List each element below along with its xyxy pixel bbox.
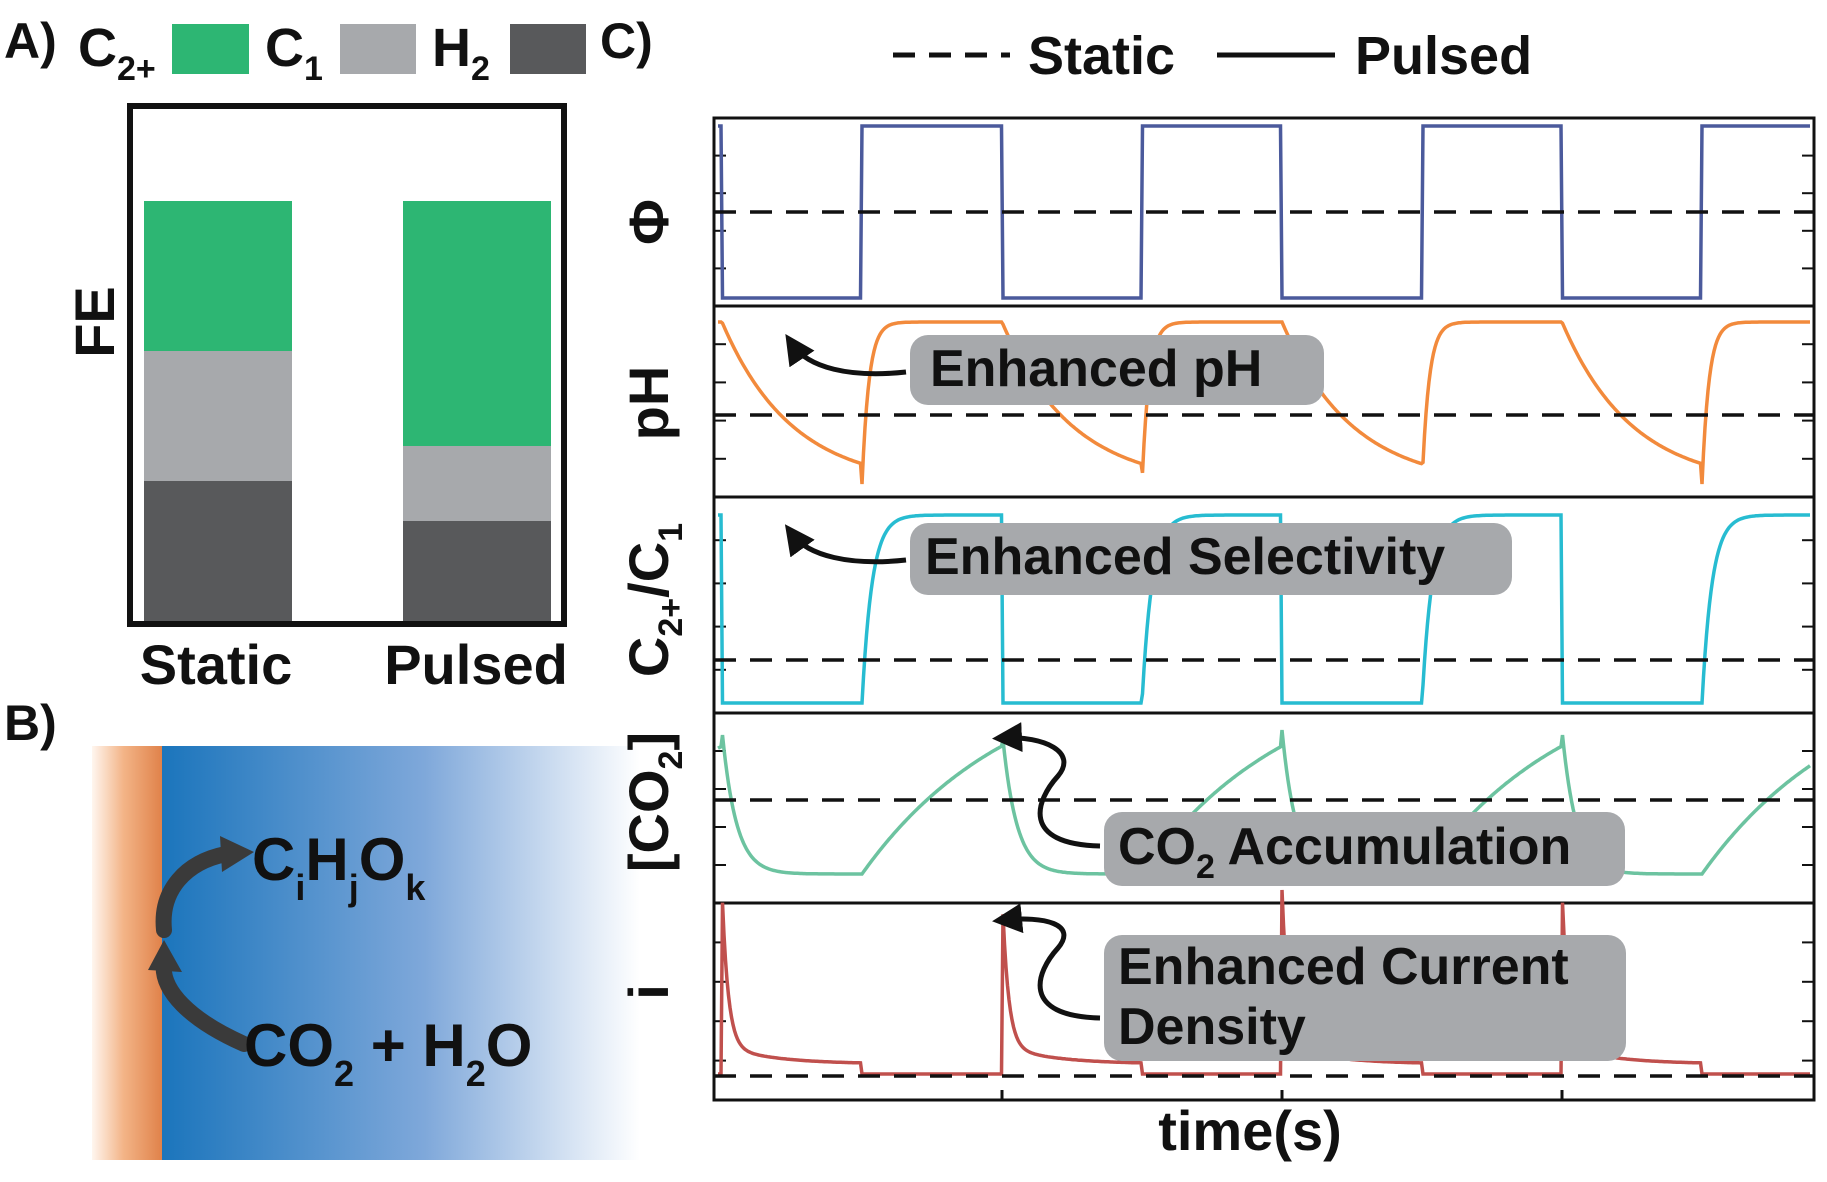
pulsed-trace-4 <box>717 729 1812 876</box>
legend-h2-swatch <box>510 24 586 74</box>
category-label-pulsed: Pulsed <box>384 633 568 696</box>
legend-pulsed-label: Pulsed <box>1355 26 1532 86</box>
callout-current-line1: Enhanced Current <box>1118 938 1569 996</box>
product-formula: CiHjOk <box>252 826 426 908</box>
callout-selectivity-text: Enhanced Selectivity <box>925 528 1445 586</box>
panel-c-label: C) <box>600 13 653 69</box>
callout-enhanced-current: Enhanced Current Density <box>992 903 1626 1061</box>
bar-pulsed-c1 <box>403 446 551 521</box>
callout-co2-box <box>1104 812 1625 886</box>
callout-co2-text: CO2 Accumulation <box>1118 818 1571 886</box>
callout-ph-arrow <box>785 334 907 377</box>
callout-enhanced-ph: Enhanced pH <box>785 334 1324 405</box>
electrode-surface <box>92 746 162 1160</box>
phi-axis-label: Φ <box>617 199 680 245</box>
bar-pulsed-h2 <box>403 521 551 621</box>
callout-current-line2: Density <box>1118 998 1306 1056</box>
legend-h2-label: H2 <box>432 18 490 88</box>
reaction-arrow-up-curve <box>155 954 252 1052</box>
ph-axis-label: pH <box>617 366 680 441</box>
selectivity-axis-label: C2+/C1 <box>617 523 690 677</box>
electrolyte-region <box>162 746 640 1160</box>
bar-static-c2plus <box>144 201 292 351</box>
legend-static-label: Static <box>1028 26 1175 86</box>
panel-b-label: B) <box>4 695 57 751</box>
pulsed-trace-3 <box>718 513 1810 705</box>
pulsed-trace-5 <box>718 889 1810 1076</box>
legend-c1-swatch <box>340 24 416 74</box>
bar-pulsed-c2plus <box>403 201 551 446</box>
pulsed-trace-2 <box>718 320 1810 485</box>
time-series-stack <box>712 116 1816 1102</box>
callout-current-arrow <box>992 903 1101 1021</box>
panel-a-legend: C2+ C1 H2 <box>78 18 586 88</box>
callout-selectivity-arrow <box>784 524 907 565</box>
fe-bar-chart <box>144 201 551 621</box>
legend-c2plus-label: C2+ <box>78 18 156 88</box>
panel-a-label: A) <box>4 13 57 69</box>
current-axis-label: i <box>617 984 680 1000</box>
reaction-arrow-product-head <box>220 836 254 872</box>
time-axis-label: time(s) <box>1158 1099 1342 1162</box>
callout-enhanced-selectivity: Enhanced Selectivity <box>784 523 1512 595</box>
panel-c-legend: Static Pulsed <box>893 26 1532 86</box>
reaction-arrow-product-curve <box>155 846 234 938</box>
callout-co2-accumulation: CO2 Accumulation <box>992 722 1625 886</box>
callout-ph-box <box>910 335 1324 405</box>
category-label-static: Static <box>140 633 293 696</box>
callout-current-box <box>1104 935 1626 1061</box>
co2-axis-label: [CO2] <box>617 732 690 872</box>
legend-c2plus-swatch <box>172 24 249 74</box>
callout-ph-text: Enhanced pH <box>930 340 1262 398</box>
legend-c1-label: C1 <box>265 18 323 88</box>
reaction-arrow-up-head <box>148 940 182 972</box>
fe-axis-label: FE <box>63 286 126 358</box>
bar-chart-frame <box>127 103 567 627</box>
trace-frame-5 <box>712 901 1816 1102</box>
bar-static-h2 <box>144 481 292 621</box>
bar-static-c1 <box>144 351 292 481</box>
pulsed-trace-1 <box>718 124 1810 300</box>
callout-selectivity-box <box>910 523 1512 595</box>
callout-co2-arrow <box>992 722 1101 849</box>
reactant-formula: CO2 + H2O <box>244 1012 532 1094</box>
